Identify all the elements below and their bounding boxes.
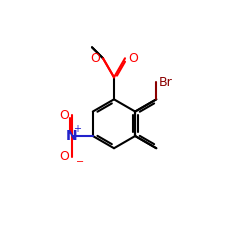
- Text: +: +: [74, 124, 82, 134]
- Text: −: −: [76, 157, 84, 167]
- Text: O: O: [90, 52, 100, 65]
- Text: Br: Br: [159, 76, 172, 89]
- Text: O: O: [59, 109, 69, 122]
- Text: O: O: [59, 150, 69, 163]
- Text: N: N: [66, 129, 78, 143]
- Text: O: O: [128, 52, 138, 65]
